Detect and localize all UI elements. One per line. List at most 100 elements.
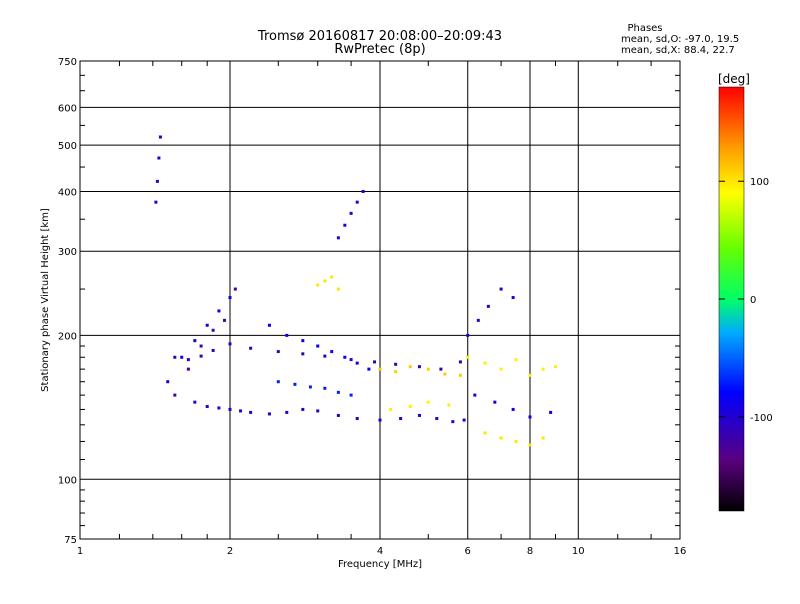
data-point bbox=[394, 370, 398, 374]
data-point bbox=[239, 409, 243, 413]
data-point bbox=[199, 344, 203, 348]
data-point bbox=[408, 365, 412, 369]
data-point bbox=[439, 367, 443, 371]
data-point bbox=[186, 367, 190, 371]
data-point bbox=[528, 373, 532, 377]
data-point bbox=[373, 360, 377, 364]
data-point bbox=[301, 352, 305, 356]
data-point bbox=[316, 283, 320, 287]
data-point bbox=[466, 333, 470, 337]
data-point bbox=[228, 407, 232, 411]
data-point bbox=[301, 407, 305, 411]
data-point bbox=[399, 417, 403, 421]
data-point bbox=[228, 296, 232, 300]
data-point bbox=[378, 418, 382, 422]
plot-grid bbox=[80, 61, 680, 539]
data-point bbox=[349, 358, 353, 362]
data-point bbox=[308, 385, 312, 389]
stats-x-mode: mean, sd,X: 88.4, 22.7 bbox=[621, 45, 735, 56]
data-point bbox=[173, 355, 177, 359]
x-tick-label: 16 bbox=[674, 546, 687, 557]
y-axis-label: Stationary phase Virtual Height [km] bbox=[40, 208, 51, 392]
data-point bbox=[511, 407, 515, 411]
data-point bbox=[173, 393, 177, 397]
data-point bbox=[355, 361, 359, 365]
data-point bbox=[199, 354, 203, 358]
y-tick-label: 75 bbox=[64, 535, 77, 546]
data-point bbox=[336, 236, 340, 240]
data-point bbox=[417, 365, 421, 369]
data-point bbox=[276, 380, 280, 384]
x-tick-label: 8 bbox=[527, 546, 533, 557]
data-point bbox=[323, 386, 327, 390]
data-point bbox=[267, 412, 271, 416]
data-point bbox=[553, 365, 557, 369]
data-point bbox=[514, 439, 518, 443]
data-point bbox=[336, 390, 340, 394]
data-point bbox=[205, 323, 209, 327]
data-point bbox=[355, 200, 359, 204]
data-point bbox=[473, 393, 477, 397]
data-point bbox=[323, 279, 327, 283]
data-point bbox=[343, 355, 347, 359]
y-axis-ticks: 75 100 200 300 400 500 600 750 bbox=[58, 57, 680, 546]
data-point bbox=[514, 358, 518, 362]
data-point bbox=[228, 342, 232, 346]
data-point bbox=[435, 417, 439, 421]
data-point bbox=[217, 406, 221, 410]
x-axis-label: Frequency [MHz] bbox=[338, 559, 422, 570]
data-point bbox=[249, 410, 253, 414]
data-point bbox=[458, 360, 462, 364]
data-point bbox=[193, 400, 197, 404]
colorbar-tick-label: -100 bbox=[750, 413, 773, 424]
y-tick-label: 300 bbox=[58, 247, 77, 258]
x-tick-label: 6 bbox=[465, 546, 471, 557]
data-point bbox=[336, 413, 340, 417]
stats-heading: Phases bbox=[627, 23, 662, 34]
data-point bbox=[349, 211, 353, 215]
data-point bbox=[476, 318, 480, 322]
data-point bbox=[389, 407, 393, 411]
data-point bbox=[267, 323, 271, 327]
data-point bbox=[316, 409, 320, 413]
data-point bbox=[499, 436, 503, 440]
data-point bbox=[330, 350, 334, 354]
stats-o-mode: mean, sd,O: -97.0, 19.5 bbox=[621, 34, 739, 45]
data-point bbox=[223, 318, 227, 322]
data-point bbox=[217, 309, 221, 313]
data-point bbox=[330, 275, 334, 279]
data-point bbox=[528, 443, 532, 447]
data-point bbox=[285, 333, 289, 337]
data-point bbox=[193, 339, 197, 343]
x-axis-ticks: 1 2 4 6 8 10 16 bbox=[77, 61, 687, 557]
data-point bbox=[211, 348, 215, 352]
data-point bbox=[276, 350, 280, 354]
data-point bbox=[483, 431, 487, 435]
data-point bbox=[367, 367, 371, 371]
data-point bbox=[408, 404, 412, 408]
data-point bbox=[157, 156, 161, 160]
data-point bbox=[541, 367, 545, 371]
y-tick-label: 750 bbox=[58, 57, 77, 68]
data-point bbox=[180, 355, 184, 359]
data-point bbox=[443, 372, 447, 376]
y-tick-label: 600 bbox=[58, 103, 77, 114]
chart-subtitle: RwPretec (8p) bbox=[334, 42, 425, 57]
data-point bbox=[549, 410, 553, 414]
data-point bbox=[483, 361, 487, 365]
data-point bbox=[293, 382, 297, 386]
colorbar-tick-label: 100 bbox=[750, 177, 769, 188]
x-tick-label: 2 bbox=[227, 546, 233, 557]
data-point bbox=[323, 354, 327, 358]
data-point bbox=[166, 380, 170, 384]
data-point bbox=[158, 135, 162, 139]
data-point bbox=[361, 189, 365, 193]
data-point bbox=[355, 417, 359, 421]
y-tick-label: 100 bbox=[58, 475, 77, 486]
data-point bbox=[426, 367, 430, 371]
data-point bbox=[466, 355, 470, 359]
data-points bbox=[154, 135, 557, 447]
data-point bbox=[499, 367, 503, 371]
y-tick-label: 200 bbox=[58, 331, 77, 342]
